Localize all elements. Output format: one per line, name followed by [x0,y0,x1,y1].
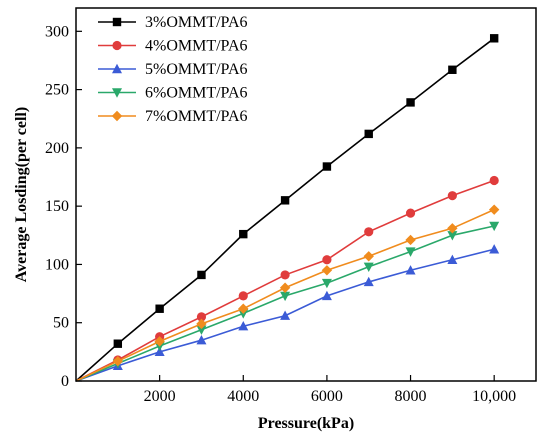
data-point [196,325,207,335]
data-point [196,318,207,330]
legend-marker [112,63,122,74]
data-point [448,65,457,74]
legend-label: 5%OMMT/PA6 [145,61,248,78]
data-point [489,34,499,43]
series-4 [75,221,500,382]
y-tick-label: 250 [45,82,69,99]
y-tick-label: 50 [53,315,69,332]
x-tick-label: 2000 [144,388,176,405]
x-tick-label: 8000 [395,388,427,405]
legend-label: 6%OMMT/PA6 [145,85,248,102]
data-point [197,270,206,280]
series-2 [75,175,499,382]
legend-item: 3%OMMT/PA6 [98,14,248,31]
series-line [75,225,495,382]
data-point [406,98,415,107]
data-point [489,244,500,254]
data-point [405,265,416,275]
legend-marker [111,110,123,122]
x-axis-label: Pressure(kPa) [258,415,354,432]
data-point [447,254,458,264]
legend-marker [112,88,122,98]
data-point [321,290,332,301]
series-line [75,37,495,382]
data-point [405,234,416,246]
series-layer [75,34,500,382]
data-point [196,335,207,345]
data-point [405,208,416,218]
legend-label: 7%OMMT/PA6 [145,108,248,125]
data-point [321,278,332,289]
data-point [280,270,290,280]
data-point [447,223,458,234]
series-3 [75,244,500,382]
legend-label: 4%OMMT/PA6 [145,38,248,55]
y-tick-label: 0 [61,373,69,390]
data-point [154,346,165,357]
plot-frame [75,7,537,382]
data-point [322,162,332,171]
legend-item: 4%OMMT/PA6 [98,38,248,55]
data-point [363,262,374,272]
data-point [238,321,249,331]
data-point [155,304,164,313]
legend-marker [112,40,122,51]
legend-item: 6%OMMT/PA6 [98,85,248,102]
x-tick-label: 4000 [227,388,259,405]
frame-layer [75,7,537,382]
legend-item: 7%OMMT/PA6 [98,108,248,125]
data-point [364,129,373,139]
series-1 [75,34,499,382]
legend-marker [112,17,122,27]
data-point [113,339,123,348]
data-point [405,247,416,257]
data-point [280,196,290,205]
data-point [238,291,248,301]
data-point [321,265,333,276]
x-tick-label: 10,000 [472,388,516,405]
data-point [488,204,500,215]
data-point [364,227,374,237]
data-point [239,229,248,239]
series-5 [75,204,500,382]
data-point [363,276,374,287]
legend-label: 3%OMMT/PA6 [145,14,248,31]
y-tick-label: 100 [45,256,69,273]
data-point [196,312,207,322]
legend: 3%OMMT/PA6 4%OMMT/PA6 5%OMMT/PA6 6%OMMT/PA6… [98,14,248,125]
data-point [280,291,291,302]
data-point [363,251,374,262]
data-point [447,191,457,201]
data-point [154,336,165,347]
data-point [489,175,499,186]
data-point [447,231,458,241]
y-tick-label: 300 [45,23,69,40]
y-tick-label: 150 [45,198,69,215]
tick-layer: 2000 4000 6000 8000 10,000 0 50 100 150 200 250 300 [45,23,516,405]
y-tick-label: 200 [45,140,69,157]
y-axis-label: Average Losding(per cell) [13,107,30,282]
data-point [280,310,291,320]
legend-item: 5%OMMT/PA6 [98,61,248,78]
data-point [112,355,124,367]
x-tick-label: 6000 [311,388,343,405]
data-point [238,303,249,314]
data-point [322,255,332,265]
data-point [279,282,291,293]
data-point [489,221,500,232]
